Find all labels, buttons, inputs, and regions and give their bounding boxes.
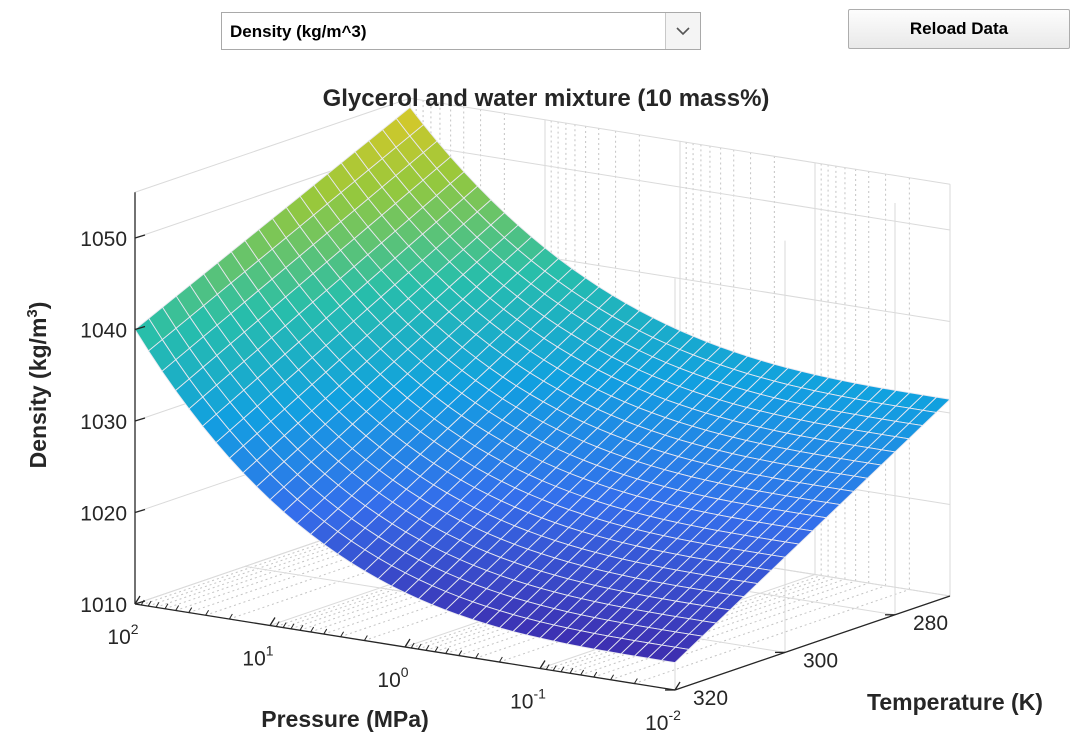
floor-grid-line — [580, 580, 856, 676]
x-minor-tick — [175, 605, 180, 611]
x-minor-tick — [674, 684, 679, 691]
chevron-down-icon[interactable] — [665, 13, 700, 49]
z-tick-label: 1040 — [80, 320, 127, 343]
x-minor-tick — [164, 603, 169, 610]
y-axis-label: Temperature (K) — [867, 689, 1043, 715]
x-minor-tick — [475, 652, 480, 659]
z-tick-label: 1020 — [80, 503, 127, 526]
x-minor-tick — [188, 607, 193, 613]
x-minor-tick — [155, 602, 160, 608]
z-tick — [134, 325, 146, 331]
floor-grid-line — [593, 582, 869, 678]
property-dropdown-value: Density (kg/m^3) — [230, 22, 367, 41]
floor-grid-line — [164, 514, 441, 610]
x-minor-tick — [134, 598, 139, 605]
x-minor-tick — [545, 664, 550, 670]
floor-grid-line — [141, 510, 417, 606]
z-tick-label: 1010 — [80, 594, 127, 617]
x-minor-tick — [458, 650, 463, 656]
x-minor-tick — [633, 678, 638, 684]
x-minor-tick — [310, 626, 315, 633]
z-axis-label-sup: 3 — [24, 309, 41, 317]
chart-title: Glycerol and water mixture (10 mass%) — [323, 85, 770, 112]
x-tick-label: 100 — [377, 664, 408, 692]
property-dropdown[interactable]: Density (kg/m^3) — [221, 12, 701, 50]
x-minor-tick — [299, 625, 304, 631]
x-minor-tick — [445, 648, 450, 654]
z-axis-label-tail: ) — [25, 302, 51, 310]
x-minor-tick — [539, 663, 544, 669]
x-minor-tick — [147, 600, 152, 607]
z-tick-label: 1050 — [80, 228, 127, 251]
x-minor-tick — [425, 645, 430, 651]
x-tick-label: 10-1 — [510, 686, 546, 714]
x-minor-tick — [434, 646, 439, 653]
z-tick — [134, 508, 146, 514]
axes-lines — [134, 192, 951, 691]
floor-grid-line — [634, 589, 910, 685]
x-tick-label: 102 — [107, 621, 138, 649]
y-tick-label: 320 — [693, 687, 728, 710]
x-axis-label: Pressure (MPa) — [261, 706, 428, 732]
z-tick-label: 1030 — [80, 411, 127, 434]
z-tick — [134, 234, 146, 239]
x-minor-tick — [363, 635, 368, 641]
z-axis-label-main: Density (kg/m — [25, 318, 51, 469]
z-axis-label: Density (kg/m3) — [24, 302, 51, 469]
x-minor-tick — [404, 641, 409, 648]
x-minor-tick — [205, 609, 210, 616]
floor-grid-line — [205, 520, 481, 616]
x-minor-tick — [290, 623, 295, 630]
floor-grid-line — [610, 585, 886, 681]
y-tick-label: 300 — [803, 649, 838, 672]
y-axis-line — [674, 595, 951, 691]
box-edge — [134, 97, 951, 193]
x-minor-tick — [417, 643, 422, 650]
x-minor-tick — [410, 642, 415, 649]
x-minor-tick — [610, 674, 615, 680]
y-tick-label: 280 — [913, 612, 948, 635]
floor-grid-line — [188, 518, 464, 614]
x-minor-tick — [560, 666, 565, 673]
floor-grid-line — [175, 515, 451, 611]
x-minor-tick — [323, 628, 328, 635]
x-minor-tick — [498, 656, 503, 663]
x-minor-tick — [569, 668, 574, 674]
x-tick-label: 10-2 — [645, 707, 681, 735]
x-minor-tick — [340, 631, 345, 637]
x-tick-label: 101 — [242, 643, 273, 671]
surface-mesh — [134, 106, 951, 664]
x-minor-tick — [282, 622, 287, 628]
surface-patch — [134, 317, 163, 352]
floor-grid-line — [155, 512, 432, 608]
floor-grid-line — [147, 511, 424, 607]
x-minor-tick — [228, 613, 233, 620]
x-minor-tick — [269, 620, 274, 626]
x-minor-tick — [275, 621, 280, 627]
x-minor-tick — [580, 669, 585, 676]
z-tick — [134, 417, 146, 422]
x-minor-tick — [552, 665, 557, 671]
x-minor-tick — [140, 599, 145, 606]
tick-labels: 1010 1020 1030 1040 1050 102 101 100 10-1 10-2 280… — [80, 228, 948, 735]
x-minor-tick — [593, 671, 598, 678]
